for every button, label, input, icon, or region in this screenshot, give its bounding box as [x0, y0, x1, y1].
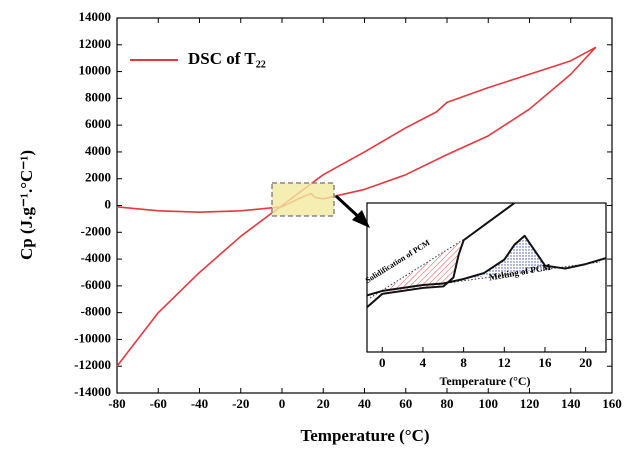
legend-label: DSC of T₂₂	[188, 49, 266, 68]
y-tick-label: -8000	[81, 304, 111, 319]
data-line	[366, 234, 607, 297]
x-tick-label: 16	[538, 355, 552, 370]
x-tick-label: -20	[232, 396, 249, 411]
x-tick-label: 160	[602, 396, 622, 411]
y-tick-label: 4000	[85, 143, 111, 158]
x-tick-label: 120	[520, 396, 540, 411]
x-tick-label: 60	[399, 396, 412, 411]
y-tick-label: -14000	[74, 384, 111, 399]
solidification-baseline	[369, 237, 467, 299]
x-tick-label: 0	[279, 396, 286, 411]
solidification-area	[382, 240, 463, 292]
x-tick-label: 100	[479, 396, 499, 411]
x-tick-label: 4	[420, 355, 427, 370]
y-tick-label: 6000	[85, 116, 111, 131]
x-tick-label: 20	[579, 355, 592, 370]
x-axis-label: Temperature (°C)	[439, 374, 530, 388]
x-tick-label: 20	[317, 396, 330, 411]
y-tick-label: 0	[105, 196, 112, 211]
y-tick-label: -6000	[81, 277, 111, 292]
data-line	[366, 202, 516, 309]
y-tick-label: 14000	[79, 9, 112, 24]
x-axis-label: Temperature (°C)	[300, 426, 429, 445]
y-tick-label: 10000	[79, 63, 112, 78]
x-tick-label: 140	[561, 396, 581, 411]
zoom-arrow-head	[352, 210, 370, 228]
x-tick-label: -60	[150, 396, 167, 411]
y-tick-label: 2000	[85, 170, 111, 185]
y-tick-label: -4000	[81, 250, 111, 265]
y-axis-label: Cp (J.g⁻¹.°C⁻¹)	[17, 150, 36, 260]
y-tick-label: -12000	[74, 357, 111, 372]
x-tick-label: -40	[191, 396, 208, 411]
y-tick-label: 8000	[85, 89, 111, 104]
x-tick-label: 12	[498, 355, 511, 370]
x-tick-label: 8	[460, 355, 467, 370]
x-tick-label: 40	[358, 396, 371, 411]
y-tick-label: 12000	[79, 36, 112, 51]
y-tick-label: -2000	[81, 223, 111, 238]
x-tick-label: -80	[108, 396, 125, 411]
x-tick-label: 80	[441, 396, 454, 411]
melting-baseline	[439, 261, 601, 285]
zoom-box	[271, 182, 335, 217]
y-tick-label: -10000	[74, 330, 111, 345]
melting-area	[463, 236, 585, 279]
x-tick-label: 0	[379, 355, 386, 370]
